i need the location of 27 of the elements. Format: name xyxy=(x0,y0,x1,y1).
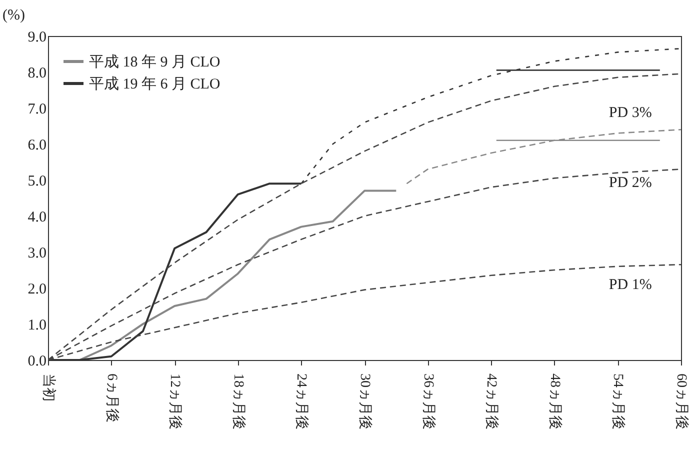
x-tick-label: 42ヵ月後 xyxy=(484,374,500,430)
annotation: PD 2% xyxy=(608,174,652,191)
x-tick-label: 48ヵ月後 xyxy=(546,374,563,430)
y-tick-label: 2.0 xyxy=(28,282,46,298)
legend-label: 平成 18 年 9 月 CLO xyxy=(89,54,220,70)
y-tick-label: 0.0 xyxy=(28,354,46,370)
y-tick-label: 1.0 xyxy=(28,318,46,334)
y-tick-label: 9.0 xyxy=(28,30,46,46)
y-tick-label: 4.0 xyxy=(28,210,46,226)
annotation: PD 3% xyxy=(608,105,652,122)
y-axis-title: (%) xyxy=(2,8,25,24)
x-tick-label: 60ヵ月後 xyxy=(674,374,689,430)
x-tick-label: 54ヵ月後 xyxy=(610,374,626,430)
y-tick-label: 7.0 xyxy=(28,102,46,118)
x-tick-label: 12ヵ月後 xyxy=(167,374,184,430)
x-tick-label: 6ヵ月後 xyxy=(104,374,120,422)
x-tick-label: 当初 xyxy=(40,374,56,402)
y-tick-label: 3.0 xyxy=(28,246,46,262)
legend-label: 平成 19 年 6 月 CLO xyxy=(89,76,220,92)
y-tick-label: 5.0 xyxy=(28,174,46,190)
x-tick-label: 30ヵ月後 xyxy=(357,374,373,430)
y-tick-label: 8.0 xyxy=(28,66,46,82)
x-tick-label: 18ヵ月後 xyxy=(230,374,246,430)
y-tick-label: 6.0 xyxy=(28,138,46,154)
annotation: PD 1% xyxy=(608,276,652,293)
x-tick-label: 36ヵ月後 xyxy=(420,374,436,430)
x-tick-label: 24ヵ月後 xyxy=(294,374,310,430)
